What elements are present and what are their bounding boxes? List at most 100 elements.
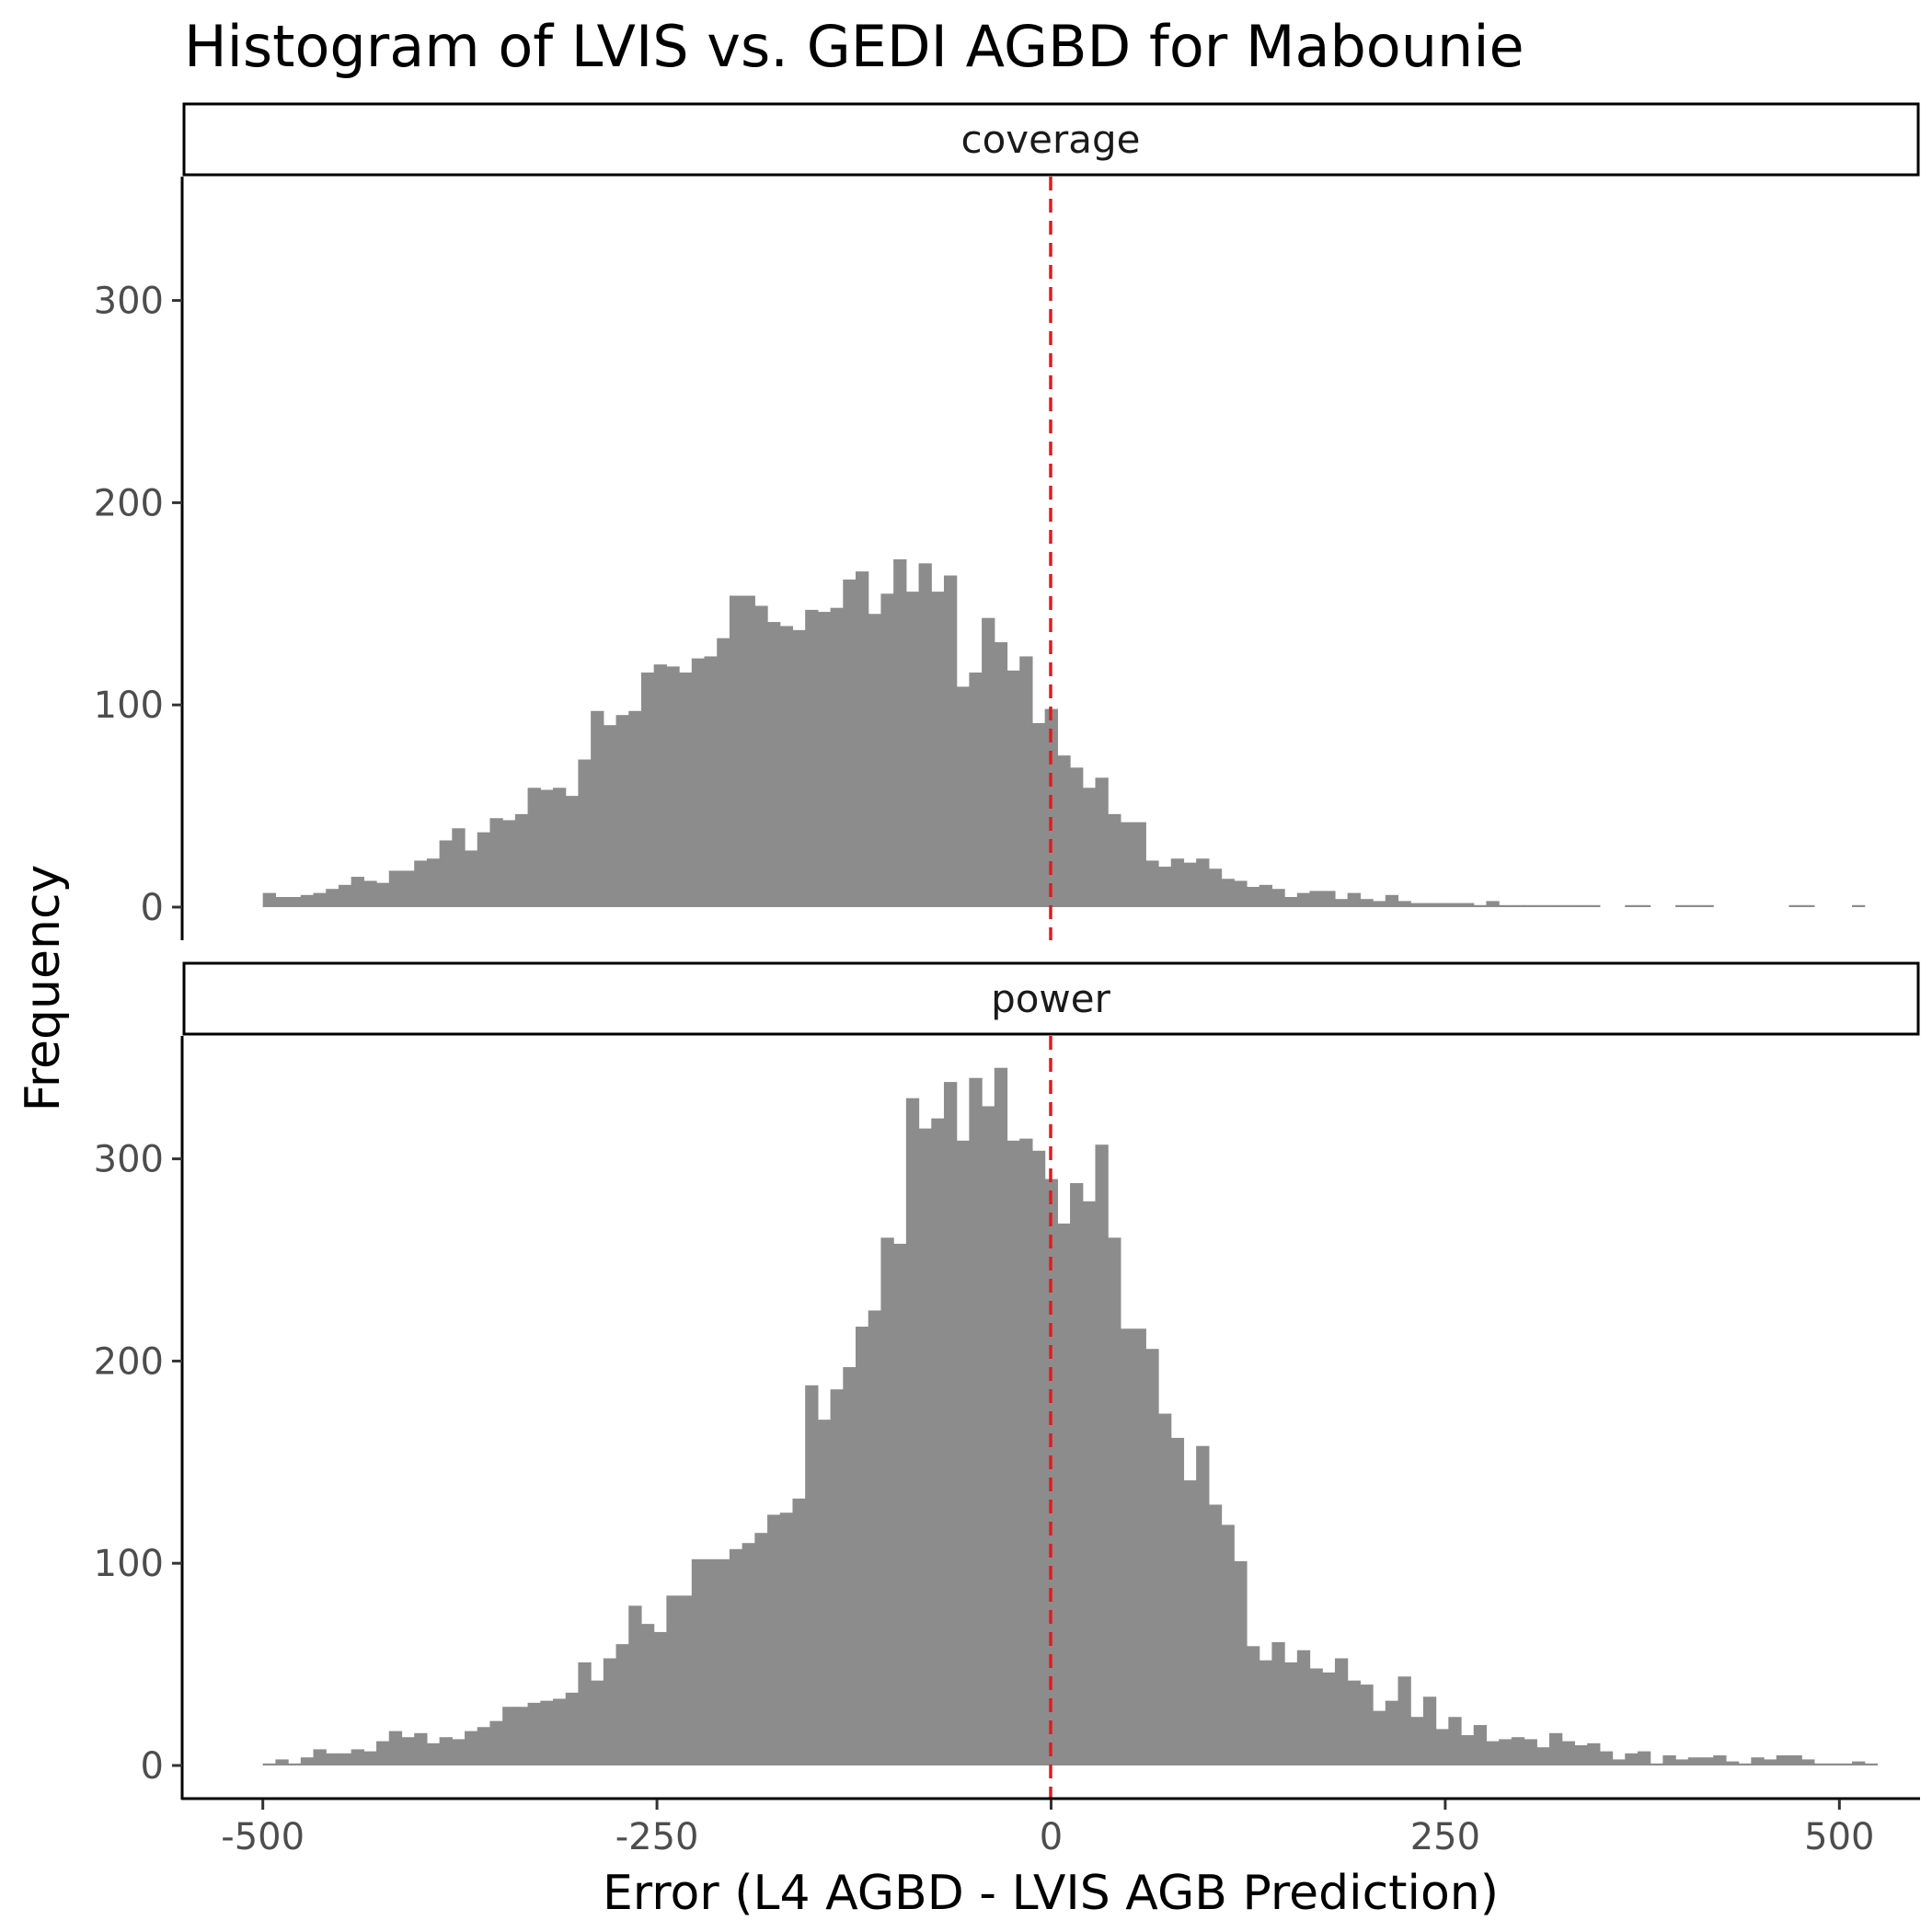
histogram-bar [1183, 862, 1197, 907]
histogram-bar [1334, 899, 1349, 907]
histogram-bar [388, 870, 403, 907]
histogram-bar [313, 1749, 327, 1765]
histogram-bar [477, 1727, 491, 1765]
histogram-bar [805, 609, 819, 907]
histogram-bar [1561, 904, 1576, 907]
histogram-bar [982, 1106, 995, 1765]
histogram-bar [1296, 1650, 1311, 1765]
x-tick-label: 250 [1410, 1816, 1480, 1858]
histogram-bar [1448, 903, 1462, 907]
histogram-bar [1435, 903, 1449, 907]
x-axis-title: Error (L4 AGBD - LVIS AGB Prediction) [603, 1866, 1499, 1921]
histogram-bar [351, 1749, 364, 1765]
histogram-bar [679, 1595, 693, 1765]
histogram-bar [1448, 1717, 1462, 1765]
histogram-bar [1839, 1763, 1853, 1765]
histogram-bar [401, 1737, 415, 1765]
y-axis-title: Frequency [16, 865, 71, 1112]
histogram-bar [552, 1698, 567, 1765]
strip-background-power [182, 961, 1920, 1036]
y-tick-label: 200 [94, 1340, 164, 1383]
histogram-bar [426, 1742, 441, 1765]
histogram-bar [729, 1548, 743, 1765]
histogram-bar [1536, 904, 1550, 907]
histogram-bar [1120, 1328, 1134, 1765]
histogram-bar [1461, 903, 1475, 907]
histogram-bar [1788, 1755, 1802, 1765]
histogram-bar [288, 1763, 302, 1765]
histogram-bar [313, 892, 327, 907]
histogram-bar [351, 877, 364, 907]
histogram-bar [767, 1514, 781, 1765]
histogram-bar [943, 1082, 958, 1765]
histogram-bar [1410, 903, 1424, 907]
histogram-bar [1133, 1328, 1146, 1765]
histogram-bar [1852, 904, 1866, 907]
histogram-bar [338, 884, 352, 907]
histogram-bar [452, 1739, 466, 1765]
histogram-bar [1549, 1732, 1563, 1765]
histogram-bar [439, 840, 453, 907]
histogram-bar [300, 1757, 315, 1765]
y-tick-label: 300 [94, 1139, 164, 1181]
histogram-bar [376, 1741, 390, 1765]
histogram-bar [729, 595, 743, 907]
histogram-bar [1006, 1140, 1020, 1765]
histogram-bar [262, 892, 276, 907]
histogram-bar [691, 1558, 706, 1765]
histogram-bar [1662, 1755, 1676, 1765]
bars-power [262, 1067, 1879, 1765]
histogram-bar [1196, 1445, 1210, 1765]
histogram-bar [1650, 1763, 1663, 1765]
histogram-bar [615, 1644, 629, 1765]
histogram-bar [477, 832, 491, 907]
histogram-bar [288, 897, 302, 907]
histogram-bar [426, 858, 441, 907]
histogram-bar [388, 1731, 403, 1765]
histogram-bar [640, 673, 655, 907]
y-axis-ticks-power: 0 100 200 300 [94, 1139, 182, 1788]
histogram-bar [1322, 891, 1336, 907]
histogram-bar [489, 818, 503, 907]
histogram-bar [565, 796, 580, 907]
histogram-bar [401, 870, 415, 907]
histogram-bar [1070, 1182, 1084, 1765]
strip-background-coverage [182, 102, 1920, 177]
histogram-bar [1422, 1696, 1437, 1765]
histogram-bar [905, 1098, 920, 1765]
histogram-bar [326, 889, 339, 907]
histogram-bar [931, 592, 945, 907]
histogram-bar [931, 1118, 945, 1765]
histogram-bar [1170, 858, 1185, 907]
histogram-bar [1284, 1662, 1298, 1765]
histogram-bar [615, 715, 629, 907]
histogram-bar [1373, 901, 1386, 907]
histogram-bar [1410, 1717, 1424, 1765]
histogram-bar [1738, 1763, 1752, 1765]
histogram-bar [1070, 767, 1084, 907]
histogram-bar [717, 638, 730, 907]
histogram-bar [1788, 904, 1802, 907]
histogram-bar [565, 1692, 580, 1765]
histogram-bar [1145, 1349, 1159, 1765]
histogram-bar [742, 1543, 755, 1765]
histogram-bar [1284, 897, 1298, 907]
histogram-bar [1524, 904, 1537, 907]
histogram-bar [691, 658, 706, 907]
histogram-bar [956, 686, 970, 907]
histogram-bar [969, 1077, 983, 1765]
histogram-bar [376, 882, 390, 907]
histogram-bar [1057, 1223, 1071, 1765]
histogram-bar [1271, 1641, 1285, 1765]
histogram-bar [527, 1702, 541, 1765]
histogram-bar [1536, 1747, 1550, 1765]
histogram-bar [591, 1680, 604, 1765]
histogram-bar [338, 1753, 352, 1765]
histogram-bar [868, 1310, 882, 1765]
histogram-bar [1259, 1660, 1273, 1765]
histogram-bar [628, 1605, 642, 1765]
x-tick-label: -500 [221, 1816, 305, 1858]
histogram-bar [1208, 868, 1223, 907]
histogram-bar [742, 595, 755, 907]
